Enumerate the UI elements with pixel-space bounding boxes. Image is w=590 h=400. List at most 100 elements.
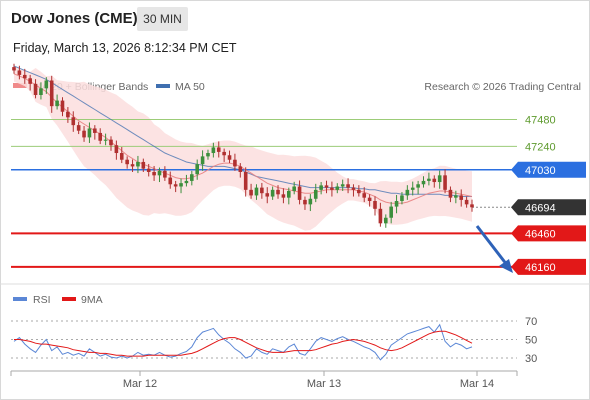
candle-down bbox=[303, 199, 307, 205]
price-levels: 47480 47240 47030 46694 46460 46160 bbox=[11, 115, 586, 275]
support-tag bbox=[511, 225, 586, 242]
candle-down bbox=[33, 83, 38, 95]
candle-down bbox=[28, 78, 32, 84]
candle-up bbox=[292, 186, 296, 191]
pivot-label: 47030 bbox=[525, 165, 556, 177]
candle-down bbox=[233, 159, 237, 167]
ma9-legend-swatch bbox=[62, 297, 76, 301]
candle-down bbox=[98, 132, 103, 141]
candle-up bbox=[136, 161, 140, 167]
forecast-arrow-icon bbox=[475, 225, 513, 273]
candle-down bbox=[378, 208, 383, 224]
candle-up bbox=[211, 147, 216, 154]
candle-down bbox=[168, 177, 173, 185]
candle-up bbox=[200, 156, 205, 165]
candle-down bbox=[373, 201, 377, 209]
candle-up bbox=[44, 80, 49, 89]
candle-down bbox=[443, 175, 447, 190]
candle-up bbox=[454, 195, 458, 198]
candle-down bbox=[260, 187, 264, 194]
resistance-label: 47240 bbox=[525, 141, 556, 153]
ma50-line bbox=[13, 65, 472, 197]
candle-down bbox=[222, 151, 226, 156]
candle-down bbox=[125, 159, 129, 165]
candle-up bbox=[206, 153, 210, 157]
candle-down bbox=[49, 80, 54, 107]
rsi-panel: 70 50 30 bbox=[11, 316, 537, 365]
candle-down bbox=[351, 187, 356, 190]
candle-down bbox=[265, 193, 270, 197]
candle-up bbox=[389, 206, 393, 218]
candle-up bbox=[394, 201, 399, 207]
candle-down bbox=[216, 147, 221, 152]
candle-down bbox=[163, 170, 167, 178]
candle-up bbox=[319, 185, 323, 190]
candle-down bbox=[82, 130, 86, 138]
interval-button[interactable]: 30 MIN bbox=[137, 7, 188, 31]
candle-up bbox=[39, 88, 43, 95]
credit-text: Research © 2026 Trading Central bbox=[424, 81, 581, 93]
page-title: Dow Jones (CME) bbox=[11, 10, 138, 27]
candle-up bbox=[335, 186, 340, 190]
candle-up bbox=[103, 139, 108, 141]
support-label: 46160 bbox=[525, 262, 556, 274]
candle-up bbox=[157, 170, 162, 176]
x-tick-label: Mar 14 bbox=[460, 378, 494, 390]
candle-up bbox=[400, 195, 404, 202]
candle-down bbox=[362, 193, 367, 198]
candle-down bbox=[130, 164, 135, 167]
candle-up bbox=[383, 217, 388, 224]
candle-up bbox=[254, 187, 259, 196]
bollinger-bands bbox=[14, 66, 472, 231]
candle-down bbox=[227, 155, 232, 160]
candle-up bbox=[421, 180, 426, 185]
candle-down bbox=[249, 189, 253, 196]
candle-down bbox=[173, 184, 178, 187]
rsi-tick-label: 30 bbox=[525, 353, 537, 365]
ma20-legend-swatch bbox=[13, 83, 27, 88]
candle-down bbox=[238, 166, 243, 172]
candle-down bbox=[470, 204, 474, 208]
candle-up bbox=[179, 183, 183, 187]
candle-down bbox=[17, 70, 22, 75]
support-tag bbox=[511, 258, 586, 275]
candle-down bbox=[464, 199, 469, 205]
candle-down bbox=[324, 185, 329, 188]
rsi-tick-label: 70 bbox=[525, 316, 537, 328]
rsi-legend-swatch bbox=[13, 297, 27, 301]
timestamp: Friday, March 13, 2026 8:12:34 PM CET bbox=[13, 41, 237, 55]
candle-down bbox=[243, 171, 248, 190]
candle-down bbox=[276, 189, 280, 195]
candle-down bbox=[330, 187, 334, 190]
rsi-tick-label: 50 bbox=[525, 335, 537, 347]
candle-down bbox=[281, 194, 286, 198]
candle-up bbox=[87, 128, 92, 138]
candle-down bbox=[109, 139, 113, 146]
support-label: 46460 bbox=[525, 228, 556, 240]
last-price-tag bbox=[511, 199, 586, 216]
candle-down bbox=[146, 168, 151, 172]
candle-down bbox=[367, 197, 372, 202]
candle-up bbox=[427, 178, 431, 181]
candle-up bbox=[195, 164, 199, 175]
candle-up bbox=[437, 175, 442, 183]
candle-down bbox=[76, 125, 81, 131]
candle-up bbox=[340, 184, 345, 187]
candle-up bbox=[190, 174, 194, 181]
candle-down bbox=[152, 171, 156, 176]
candle-down bbox=[459, 195, 464, 200]
candle-down bbox=[357, 189, 361, 194]
candles bbox=[12, 63, 474, 228]
candle-down bbox=[60, 100, 65, 112]
candle-down bbox=[22, 74, 27, 79]
ma50-legend-label: MA 50 bbox=[175, 81, 205, 93]
candle-up bbox=[405, 189, 410, 196]
candle-down bbox=[114, 145, 119, 154]
resistance-label: 47480 bbox=[525, 115, 556, 127]
candle-down bbox=[432, 178, 437, 183]
rsi-ma9-line bbox=[14, 330, 473, 357]
candle-down bbox=[297, 186, 302, 200]
ma9-legend-label: 9MA bbox=[81, 294, 103, 306]
x-tick-label: Mar 13 bbox=[307, 378, 341, 390]
